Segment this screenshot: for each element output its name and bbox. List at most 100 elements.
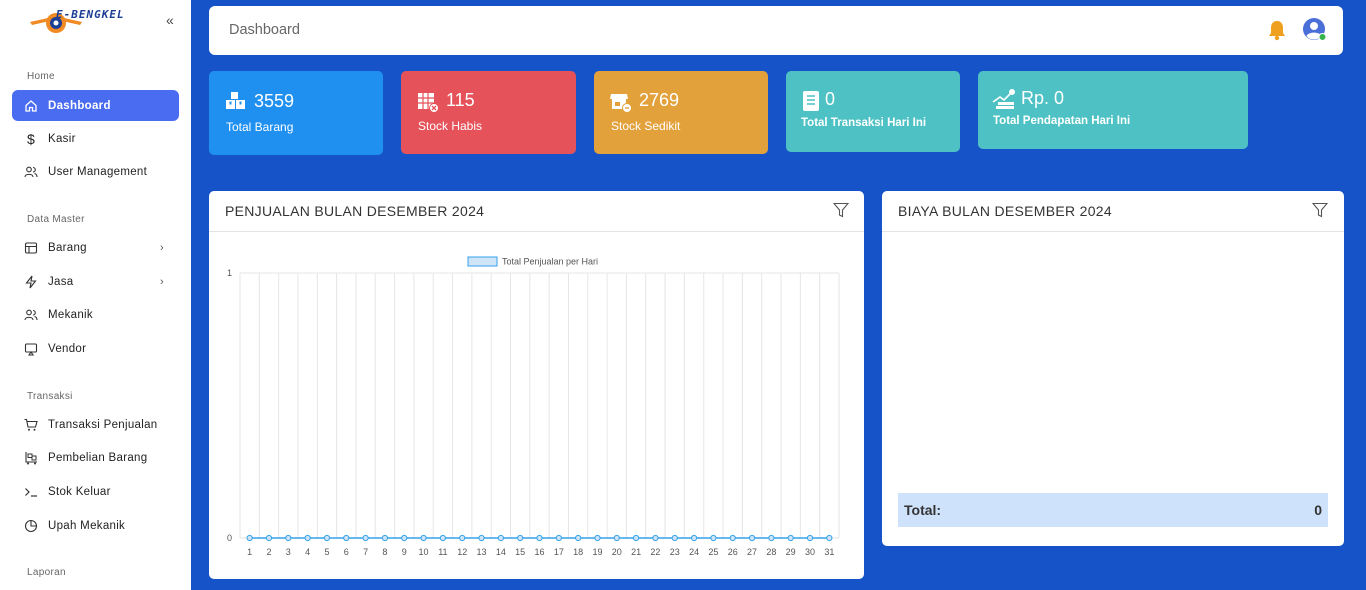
section-laporan: Laporan (27, 567, 66, 578)
data-point (555, 534, 562, 542)
sidebar-item-label: Jasa (48, 275, 74, 288)
sidebar: E-BENGKEL « Home Dashboard $ Kasir User … (0, 0, 191, 590)
user-avatar-icon[interactable] (1302, 17, 1328, 43)
card-value: 115 (446, 90, 475, 110)
sidebar-item-mekanik[interactable]: Mekanik (12, 299, 179, 330)
trolley-icon (24, 451, 38, 465)
x-tick-label: 29 (786, 547, 796, 557)
card-label: Stock Habis (418, 119, 483, 133)
data-point (710, 534, 717, 542)
panel-title: PENJUALAN BULAN DESEMBER 2024 (225, 203, 485, 219)
topbar: Dashboard (209, 6, 1343, 55)
x-tick-label: 24 (689, 547, 699, 557)
data-point (575, 534, 582, 542)
users-icon (24, 165, 38, 179)
sidebar-item-label: Stok Keluar (48, 485, 111, 498)
sidebar-item-transaksi-penjualan[interactable]: Transaksi Penjualan (12, 409, 179, 440)
terminal-icon (24, 485, 38, 499)
sidebar-item-pembelian-barang[interactable]: Pembelian Barang (12, 442, 179, 473)
data-point (826, 534, 833, 542)
x-tick-label: 25 (708, 547, 718, 557)
legend-label: Total Penjualan per Hari (502, 257, 598, 267)
data-point (323, 534, 331, 542)
cost-panel: BIAYA BULAN DESEMBER 2024 Total: 0 (882, 191, 1344, 546)
card-total-transaksi[interactable]: 0 Total Transaksi Hari Ini (786, 71, 960, 152)
sidebar-item-kasir[interactable]: $ Kasir (12, 123, 179, 154)
sidebar-item-label: Barang (48, 241, 87, 254)
card-total-pendapatan[interactable]: Rp. 0 Total Pendapatan Hari Ini (978, 71, 1248, 149)
total-label: Total: (904, 502, 942, 518)
users-icon (24, 308, 38, 322)
sidebar-item-label: User Management (48, 165, 148, 178)
card-stock-habis[interactable]: 115 Stock Habis (401, 71, 576, 154)
sidebar-item-user-management[interactable]: User Management (12, 156, 179, 187)
x-tick-label: 27 (747, 547, 757, 557)
sidebar-item-label: Vendor (48, 342, 87, 355)
data-point (401, 534, 408, 542)
x-tick-label: 16 (534, 547, 544, 557)
sidebar-item-stok-keluar[interactable]: Stok Keluar (12, 476, 179, 507)
double-chevron-left-icon[interactable]: « (166, 12, 174, 28)
receipt-icon (803, 91, 819, 111)
card-stock-sedikit[interactable]: 2769 Stock Sedikit (594, 71, 768, 154)
x-tick-label: 7 (363, 547, 368, 557)
data-point (517, 534, 524, 542)
sidebar-item-label: Mekanik (48, 308, 93, 321)
data-point (439, 534, 446, 542)
section-data-master: Data Master (27, 214, 85, 225)
cart-icon (24, 418, 38, 432)
x-tick-label: 1 (247, 547, 252, 557)
card-value: 3559 (254, 91, 295, 111)
data-point (787, 534, 794, 542)
x-tick-label: 9 (402, 547, 407, 557)
chevron-right-icon: › (160, 241, 164, 254)
x-tick-label: 6 (344, 547, 349, 557)
y-tick-label: 0 (227, 533, 232, 543)
card-label: Total Pendapatan Hari Ini (993, 115, 1131, 127)
money-stack-icon (992, 89, 1015, 109)
sidebar-item-vendor[interactable]: Vendor (12, 333, 179, 364)
section-home: Home (27, 71, 55, 82)
dollar-icon: $ (26, 130, 36, 147)
y-tick-label: 1 (227, 268, 232, 278)
data-point (729, 534, 736, 542)
bell-icon[interactable] (1267, 19, 1287, 41)
bolt-icon (24, 275, 38, 289)
x-tick-label: 23 (670, 547, 680, 557)
sales-line-chart: 011 2 3 4 5 6 7 8 9 10 11 12 13 14 15 16 17 18 19 20 21 22 23 2… (227, 256, 840, 557)
data-point (652, 534, 659, 542)
x-tick-label: 11 (438, 547, 447, 557)
sidebar-item-upah-mekanik[interactable]: Upah Mekanik (12, 510, 179, 541)
x-tick-label: 5 (324, 547, 329, 557)
x-tick-label: 3 (286, 547, 291, 557)
x-tick-label: 30 (805, 547, 815, 557)
panel-header (882, 191, 1344, 232)
x-tick-label: 18 (573, 547, 583, 557)
x-tick-label: 12 (457, 547, 467, 557)
card-label: Stock Sedikit (611, 119, 681, 133)
data-point (806, 534, 814, 542)
x-tick-label: 17 (554, 547, 564, 557)
shop-icon (610, 94, 632, 113)
data-point (613, 534, 620, 542)
card-total-barang[interactable]: 3559 Total Barang (209, 71, 383, 155)
card-label: Total Barang (226, 120, 294, 134)
sidebar-item-dashboard[interactable]: Dashboard (12, 90, 179, 121)
x-tick-label: 20 (612, 547, 622, 557)
card-value: Rp. 0 (1021, 88, 1065, 108)
filter-icon[interactable] (1312, 202, 1328, 218)
sidebar-item-label: Upah Mekanik (48, 519, 126, 532)
x-tick-label: 31 (824, 547, 834, 557)
table-icon (24, 241, 38, 255)
data-point (343, 534, 350, 542)
sidebar-item-barang[interactable]: Barang › (12, 232, 179, 263)
sidebar-item-jasa[interactable]: Jasa › (12, 266, 179, 297)
data-point (381, 534, 389, 542)
page-title: Dashboard (229, 22, 300, 38)
data-point (362, 534, 369, 542)
x-tick-label: 14 (496, 547, 506, 557)
filter-icon[interactable] (833, 202, 849, 218)
chevron-right-icon: › (160, 275, 164, 288)
sidebar-item-label: Transaksi Penjualan (48, 418, 158, 431)
